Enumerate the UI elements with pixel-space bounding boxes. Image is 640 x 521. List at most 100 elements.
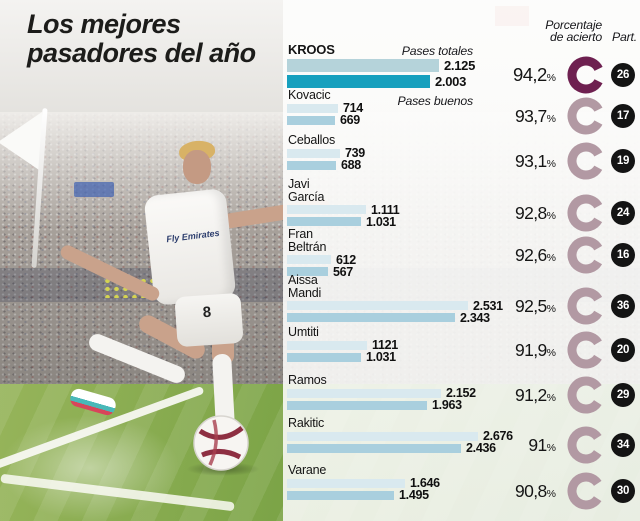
value-pases-buenos: 567: [333, 264, 353, 279]
value-pases-totales: 2.531: [473, 298, 503, 313]
value-pases-buenos: 669: [340, 113, 360, 127]
column-header-accuracy-line1: Porcentaje: [545, 18, 602, 32]
accuracy-percent-value: 90,8: [514, 481, 547, 501]
bar-pases-buenos: [287, 313, 455, 322]
participation-badge: 30: [611, 479, 635, 503]
participation-badge: 34: [611, 433, 635, 457]
value-pases-totales: 2.676: [483, 429, 513, 443]
value-pases-buenos: 1.963: [432, 398, 462, 412]
value-pases-totales: 1.646: [410, 476, 440, 490]
value-pases-totales: 714: [343, 101, 363, 115]
accuracy-ring-icon: [567, 287, 605, 325]
bar-pases-buenos: [287, 160, 336, 170]
percent-symbol: %: [546, 252, 556, 264]
value-pases-buenos: 2.003: [435, 73, 467, 89]
percent-symbol: %: [546, 210, 556, 222]
value-pases-buenos: 1.495: [399, 488, 429, 502]
percent-symbol: %: [546, 442, 556, 454]
value-pases-totales: 1121: [372, 338, 398, 352]
bar-pases-totales: [287, 388, 441, 398]
bar-pases-buenos: [287, 443, 461, 453]
bar-pases-buenos: [287, 400, 427, 410]
participation-badge: 26: [611, 63, 635, 87]
accuracy-percent: 92,8%: [484, 203, 556, 226]
value-pases-buenos: 2.343: [460, 310, 490, 325]
bar-pases-totales: [287, 301, 468, 310]
player-name: Ceballos: [288, 133, 336, 147]
player-name: Fran: [288, 227, 313, 241]
bar-pases-totales: [287, 58, 439, 72]
participation-badge: 20: [611, 338, 635, 362]
accuracy-percent: 91,2%: [484, 385, 556, 408]
accuracy-ring-icon: [567, 56, 605, 94]
value-pases-totales: 612: [336, 252, 356, 267]
percent-symbol: %: [546, 392, 556, 404]
value-pases-totales: 1.111: [371, 202, 400, 217]
participation-badge: 29: [611, 383, 635, 407]
accuracy-percent-value: 91,2: [514, 385, 547, 405]
player-name: Umtiti: [288, 325, 319, 339]
infographic-title: Los mejores pasadores del año: [27, 10, 256, 68]
scoreboard: [74, 182, 114, 197]
accuracy-percent-value: 93,7: [514, 106, 547, 126]
legend-pases-buenos: Pases buenos: [397, 94, 473, 108]
participation-badge: 17: [611, 104, 635, 128]
player-name: Kovacic: [288, 88, 331, 102]
value-pases-totales: 739: [345, 146, 365, 160]
participation-badge: 36: [611, 294, 635, 318]
percent-symbol: %: [546, 347, 556, 359]
accuracy-percent: 91,9%: [484, 340, 556, 363]
accuracy-percent: 92,6%: [484, 245, 556, 268]
accuracy-percent-value: 91,9: [514, 340, 547, 360]
bar-pases-totales: [287, 340, 367, 350]
title-line-1: Los mejores: [27, 9, 181, 39]
player-name: Varane: [288, 463, 327, 477]
accuracy-percent-value: 92,6: [514, 245, 547, 265]
percent-symbol: %: [546, 303, 556, 315]
value-pases-buenos: 2.436: [466, 441, 496, 455]
accuracy-percent-value: 94,2: [513, 64, 547, 85]
player-name: Ramos: [288, 373, 327, 387]
accuracy-percent: 91%: [484, 435, 556, 458]
player-name: Beltrán: [288, 239, 327, 254]
player-name: Javi: [288, 177, 310, 191]
accuracy-ring-icon: [567, 426, 605, 464]
accuracy-percent: 93,1%: [484, 151, 556, 174]
accuracy-ring-icon: [567, 97, 605, 135]
accuracy-ring-icon: [567, 194, 605, 232]
value-pases-buenos: 1.031: [366, 214, 396, 229]
bar-pases-buenos: [287, 115, 335, 125]
player-name: Mandi: [288, 285, 322, 300]
column-header-part: Part.: [612, 30, 637, 44]
legend-pases-totales: Pases totales: [401, 44, 473, 58]
participation-badge: 24: [611, 201, 635, 225]
bar-pases-buenos: [287, 352, 361, 362]
accuracy-percent: 90,8%: [484, 481, 556, 504]
accuracy-percent-value: 91: [528, 435, 547, 455]
player-name: García: [288, 189, 325, 204]
accuracy-ring-icon: [567, 331, 605, 369]
participation-badge: 16: [611, 243, 635, 267]
bar-pases-buenos: [287, 217, 361, 226]
percent-symbol: %: [546, 488, 556, 500]
bar-pases-totales: [287, 255, 331, 264]
value-pases-buenos: 688: [341, 158, 361, 172]
bar-pases-totales: [287, 103, 338, 113]
accuracy-percent-value: 92,5: [514, 296, 547, 316]
player-name: KROOS: [288, 42, 335, 57]
percent-symbol: %: [546, 72, 556, 84]
accuracy-percent-value: 93,1: [514, 151, 547, 171]
participation-badge: 19: [611, 149, 635, 173]
accuracy-percent-value: 92,8: [514, 203, 547, 223]
column-header-accuracy-line2: de acierto: [549, 30, 602, 44]
